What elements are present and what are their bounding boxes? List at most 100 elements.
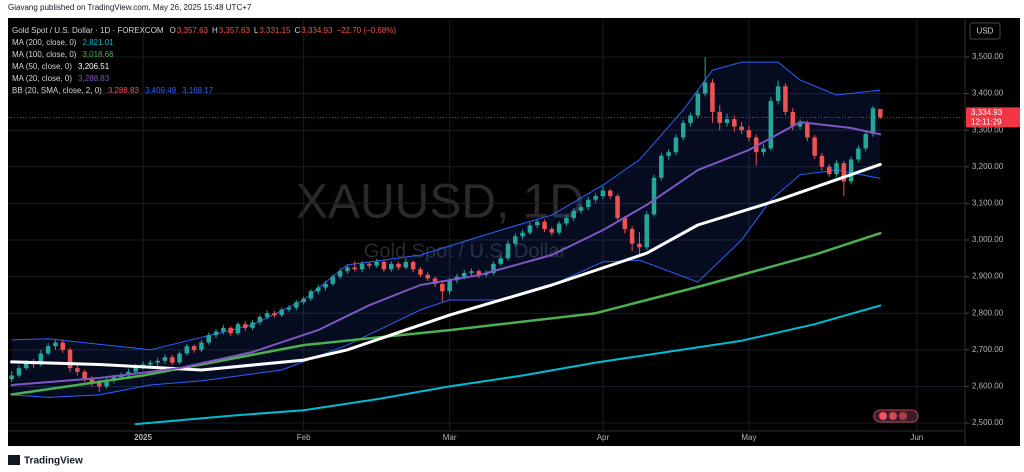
candle-body (60, 342, 66, 350)
candle-body (45, 346, 51, 354)
x-tick-label: Mar (443, 433, 457, 442)
candle-body (461, 272, 467, 277)
candle-body (695, 93, 701, 116)
candle-body (148, 362, 153, 365)
candle-body (228, 327, 233, 334)
ohlc-change: −22.70 (−0.68%) (336, 26, 396, 35)
legend-value: 2,821.01 (82, 38, 114, 47)
candle-body (812, 137, 817, 156)
candle-body (775, 86, 781, 101)
candle-body (323, 283, 328, 288)
candle-body (352, 267, 358, 270)
candle-body (425, 274, 430, 279)
candle-body (396, 263, 401, 268)
candle-body (805, 122, 810, 138)
candle-body (505, 243, 511, 259)
candle-body (491, 263, 496, 273)
candle-body (162, 357, 168, 361)
candle-body (878, 109, 883, 118)
badge-dot (899, 412, 907, 420)
legend-value: 3,288.83 (78, 74, 110, 83)
badge-dot (889, 412, 897, 420)
y-tick-label: 2,500.00 (972, 418, 1004, 427)
candle-body (75, 368, 80, 372)
footer-logo (8, 455, 20, 465)
chart-background (8, 18, 1020, 446)
x-tick-label: Jun (910, 433, 923, 442)
y-tick-label: 2,800.00 (972, 308, 1004, 317)
candle-body (403, 261, 409, 268)
candle-body (856, 148, 861, 160)
candle-body (556, 223, 562, 233)
candle-body (432, 278, 438, 284)
candle-body (294, 302, 299, 308)
candle-body (337, 271, 343, 277)
candle-body (710, 82, 715, 112)
legend-name: MA (20, close, 0) (12, 74, 72, 83)
candle-body (542, 221, 547, 230)
candle-body (666, 152, 671, 156)
ohlc-value: 3,357.63 (219, 26, 251, 35)
candle-body (513, 236, 518, 244)
candle-body (38, 353, 44, 365)
candle-body (330, 276, 336, 284)
candle-body (702, 82, 708, 94)
band-fill (11, 62, 881, 398)
candle-body (761, 148, 766, 153)
y-tick-label: 3,400.00 (972, 89, 1004, 98)
candle-body (118, 375, 124, 378)
candle-body (644, 214, 649, 248)
candle-body (308, 291, 314, 299)
candle-body (783, 86, 788, 112)
candle-body (9, 375, 14, 380)
y-tick-label: 3,500.00 (972, 52, 1004, 61)
candle-body (607, 190, 613, 197)
candle-body (96, 382, 102, 387)
candle-body (345, 267, 350, 272)
ohlc-key: O (170, 26, 176, 35)
candle-body (564, 218, 569, 224)
legend-symbol: Gold Spot / U.S. Dollar · 1D · FOREXCOM (12, 26, 164, 35)
candle-body (388, 263, 394, 270)
candle-body (381, 261, 387, 270)
candle-body (739, 126, 744, 131)
candle-body (23, 362, 29, 369)
candle-body (199, 342, 204, 350)
moving-average (10, 231, 882, 396)
y-tick-label: 3,300.00 (972, 125, 1004, 134)
candle-body (746, 130, 752, 138)
legend-value: 3,206.51 (78, 62, 110, 71)
footer-brand: TradingView (24, 456, 83, 467)
legend-name: MA (200, close, 0) (12, 38, 77, 47)
candle-body (600, 190, 606, 197)
candle-body (753, 137, 759, 153)
y-tick-label: 2,600.00 (972, 382, 1004, 391)
candle-body (768, 100, 774, 149)
x-tick-label: 2025 (134, 433, 152, 442)
axes: 2,500.00 2,600.00 2,700.00 2,800.00 2,900.00… (134, 52, 1020, 442)
x-tick-label: May (741, 433, 756, 442)
moving-average (134, 304, 882, 426)
ohlc-key: H (212, 26, 218, 35)
y-tick-label: 3,000.00 (972, 235, 1004, 244)
y-tick-label: 2,700.00 (972, 345, 1004, 354)
candle-body (257, 316, 263, 323)
candle-body (790, 111, 795, 127)
candle-body (286, 307, 292, 310)
logo-mark (8, 455, 20, 465)
candle-body (520, 232, 525, 237)
legend-name: MA (100, close, 0) (12, 50, 77, 59)
candle-body (586, 199, 591, 208)
candle-body (242, 324, 248, 328)
legend-name: MA (50, close, 0) (12, 62, 72, 71)
price-tag-label: 3,334.93 (971, 108, 1003, 117)
candle-body (177, 353, 182, 363)
candle-body (615, 196, 620, 219)
candle-body (848, 159, 854, 182)
candle-body (724, 119, 730, 123)
price-tag (966, 107, 1020, 128)
candle-body (16, 368, 22, 376)
badge-dot (879, 412, 887, 420)
candle-body (637, 243, 642, 248)
